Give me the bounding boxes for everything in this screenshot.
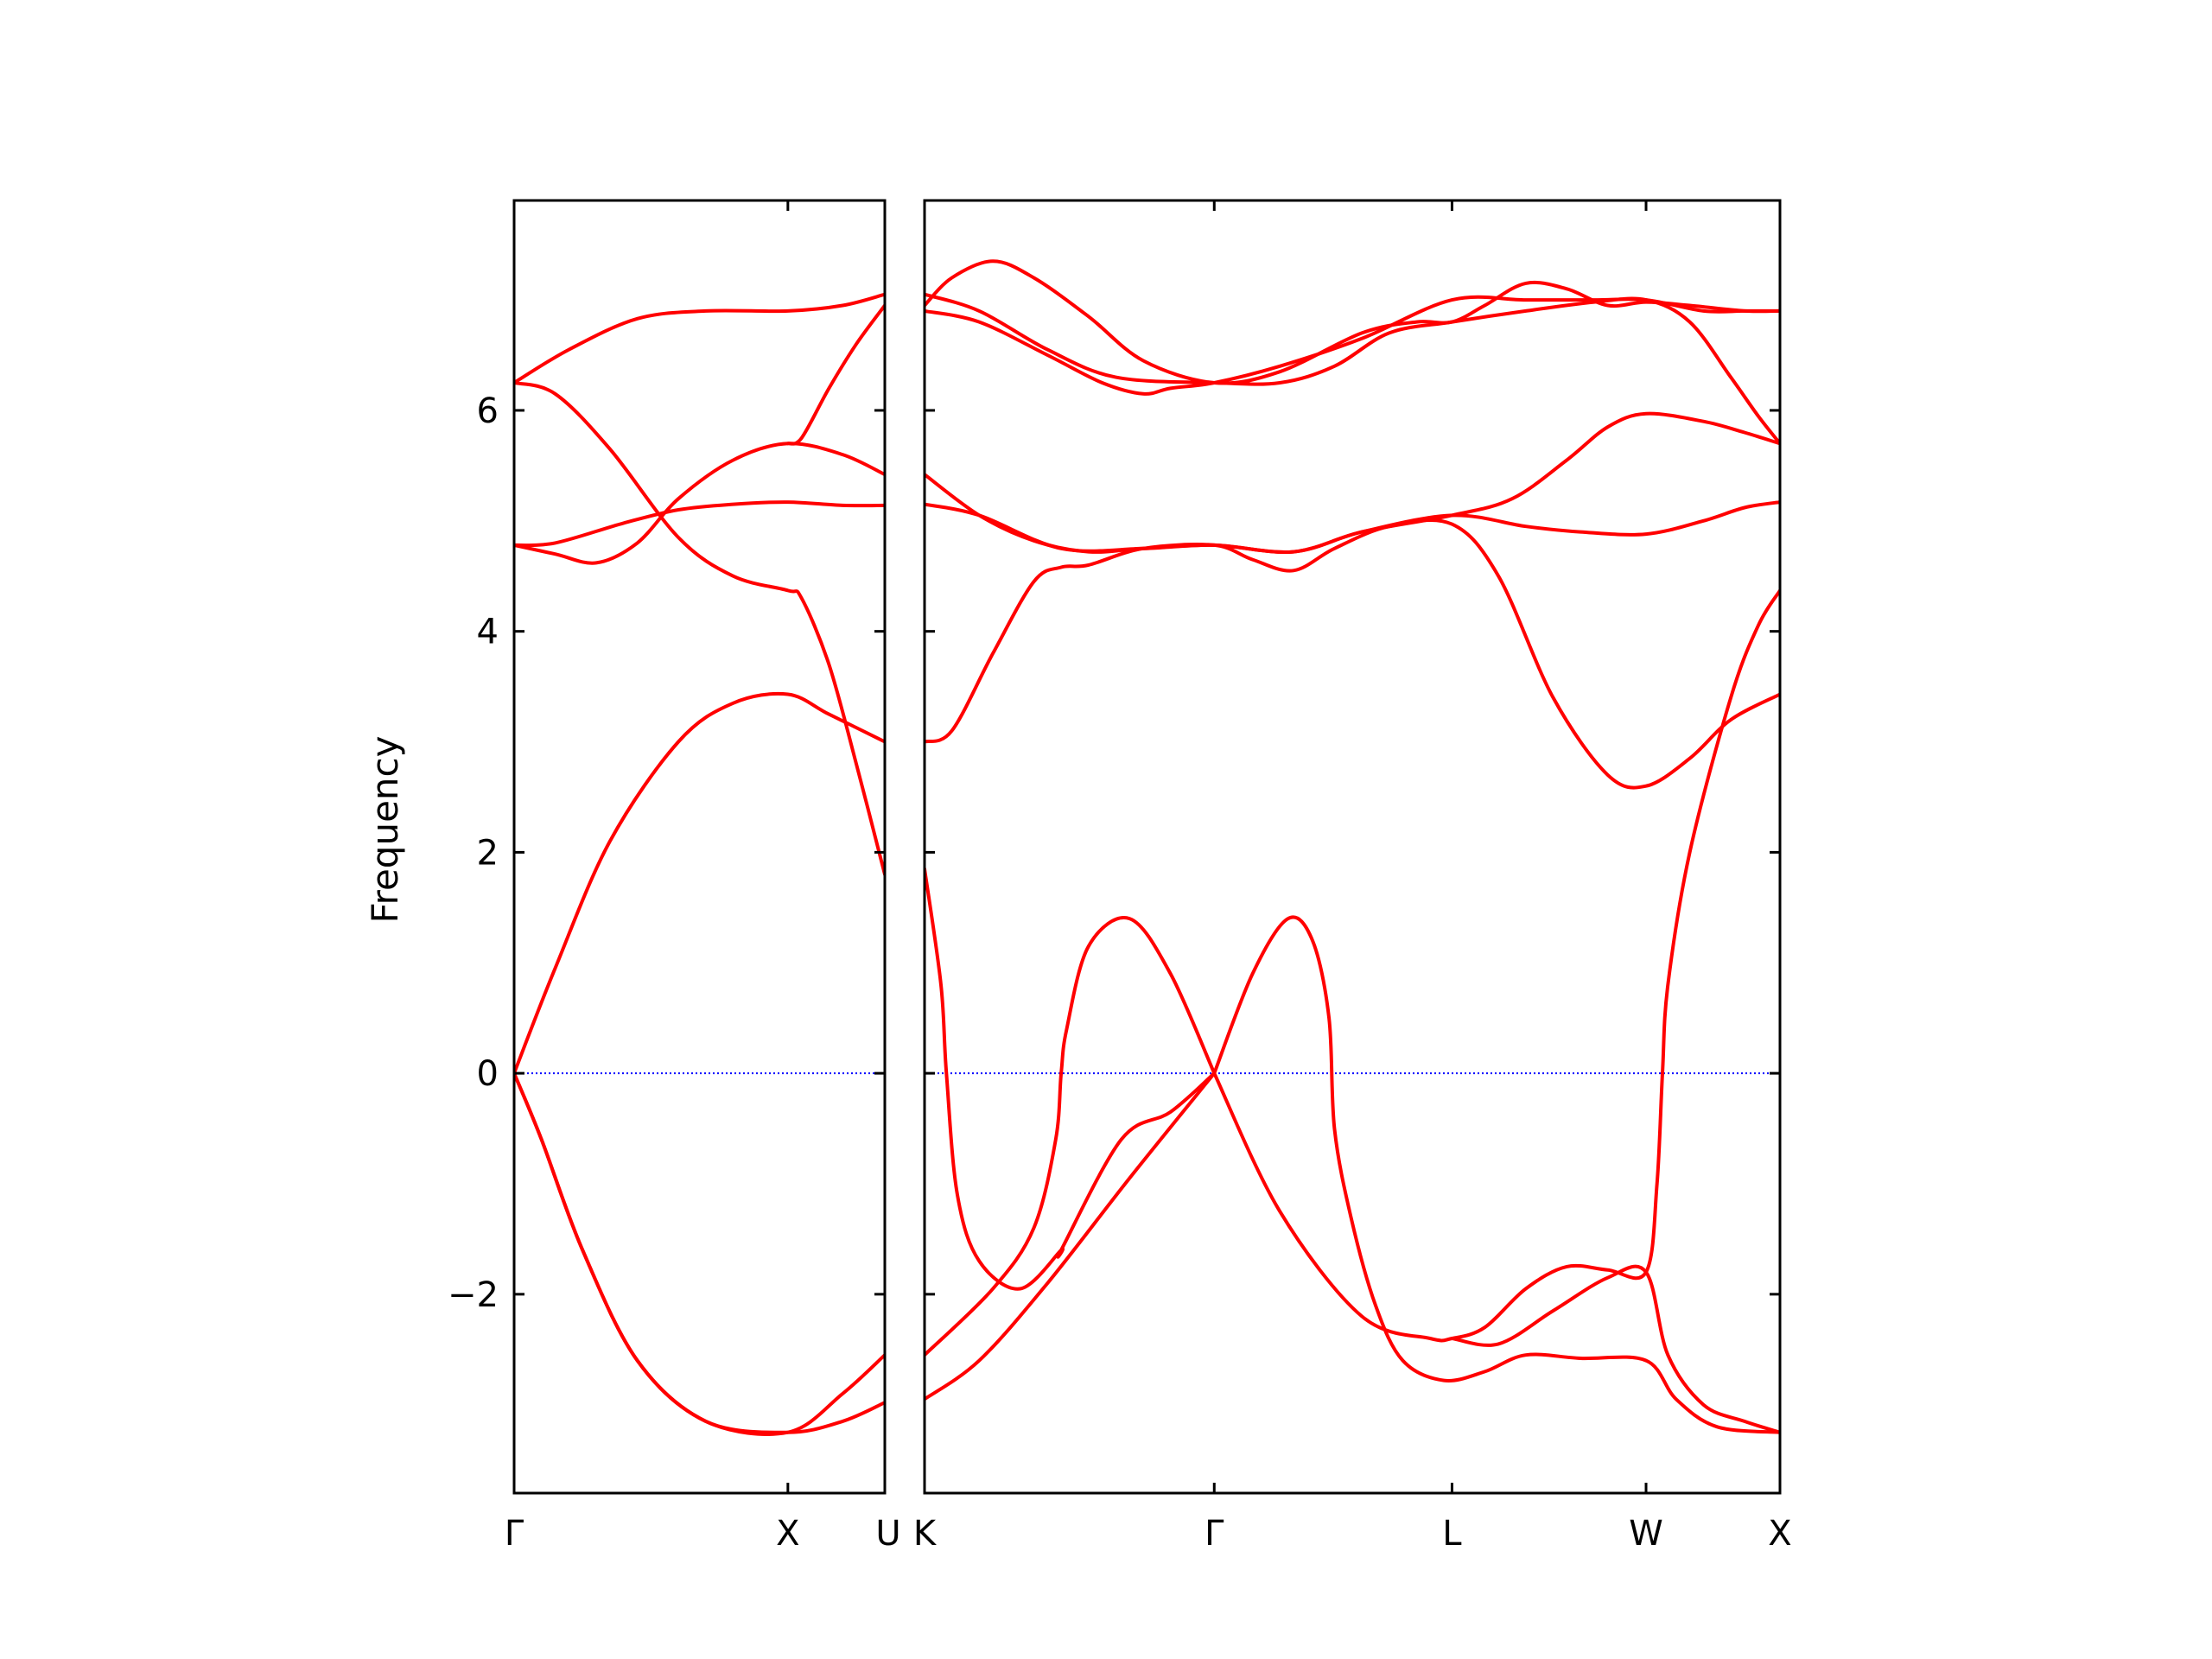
x-tick-label: X	[776, 1514, 799, 1554]
y-tick-label: 6	[477, 391, 499, 431]
band-line	[514, 292, 885, 385]
chart-panels: −2 0 2 4 6 Γ X U K Γ L W X	[448, 199, 1792, 1554]
band-line	[1212, 915, 1780, 1434]
y-tick-label: 0	[477, 1054, 499, 1094]
panel-frame	[512, 199, 887, 1495]
x-tick-label: L	[1442, 1514, 1462, 1554]
band-line	[1450, 1264, 1780, 1434]
band-line	[925, 292, 1780, 446]
band-line	[514, 500, 885, 548]
x-tick-label: X	[1768, 1514, 1791, 1554]
band-lines	[514, 292, 885, 1436]
band-line	[925, 411, 1780, 555]
x-tick-label: U	[875, 1514, 900, 1554]
band-line	[514, 1071, 885, 1434]
band-line	[514, 442, 885, 565]
y-tick-label: 4	[477, 613, 499, 652]
band-line	[925, 867, 1217, 1291]
panel-1: −2 0 2 4 6 Γ X U	[448, 199, 901, 1554]
band-line	[514, 691, 885, 1076]
panel-frame	[923, 199, 1782, 1495]
band-line	[514, 381, 885, 876]
band-line	[925, 916, 1217, 1357]
x-tick-label: Γ	[1205, 1514, 1224, 1554]
band-line	[785, 303, 885, 446]
band-line	[925, 1071, 1217, 1402]
band-line	[925, 295, 1780, 396]
y-axis-label: Frequency	[364, 736, 406, 924]
band-line	[925, 518, 1780, 790]
y-tick-label: −2	[448, 1275, 499, 1315]
x-tick-label: W	[1629, 1514, 1663, 1554]
x-tick-label: K	[913, 1514, 938, 1554]
band-line	[1212, 588, 1780, 1343]
x-tick-label: Γ	[505, 1514, 524, 1554]
y-tick-label: 2	[477, 833, 499, 873]
band-lines	[925, 259, 1780, 1434]
